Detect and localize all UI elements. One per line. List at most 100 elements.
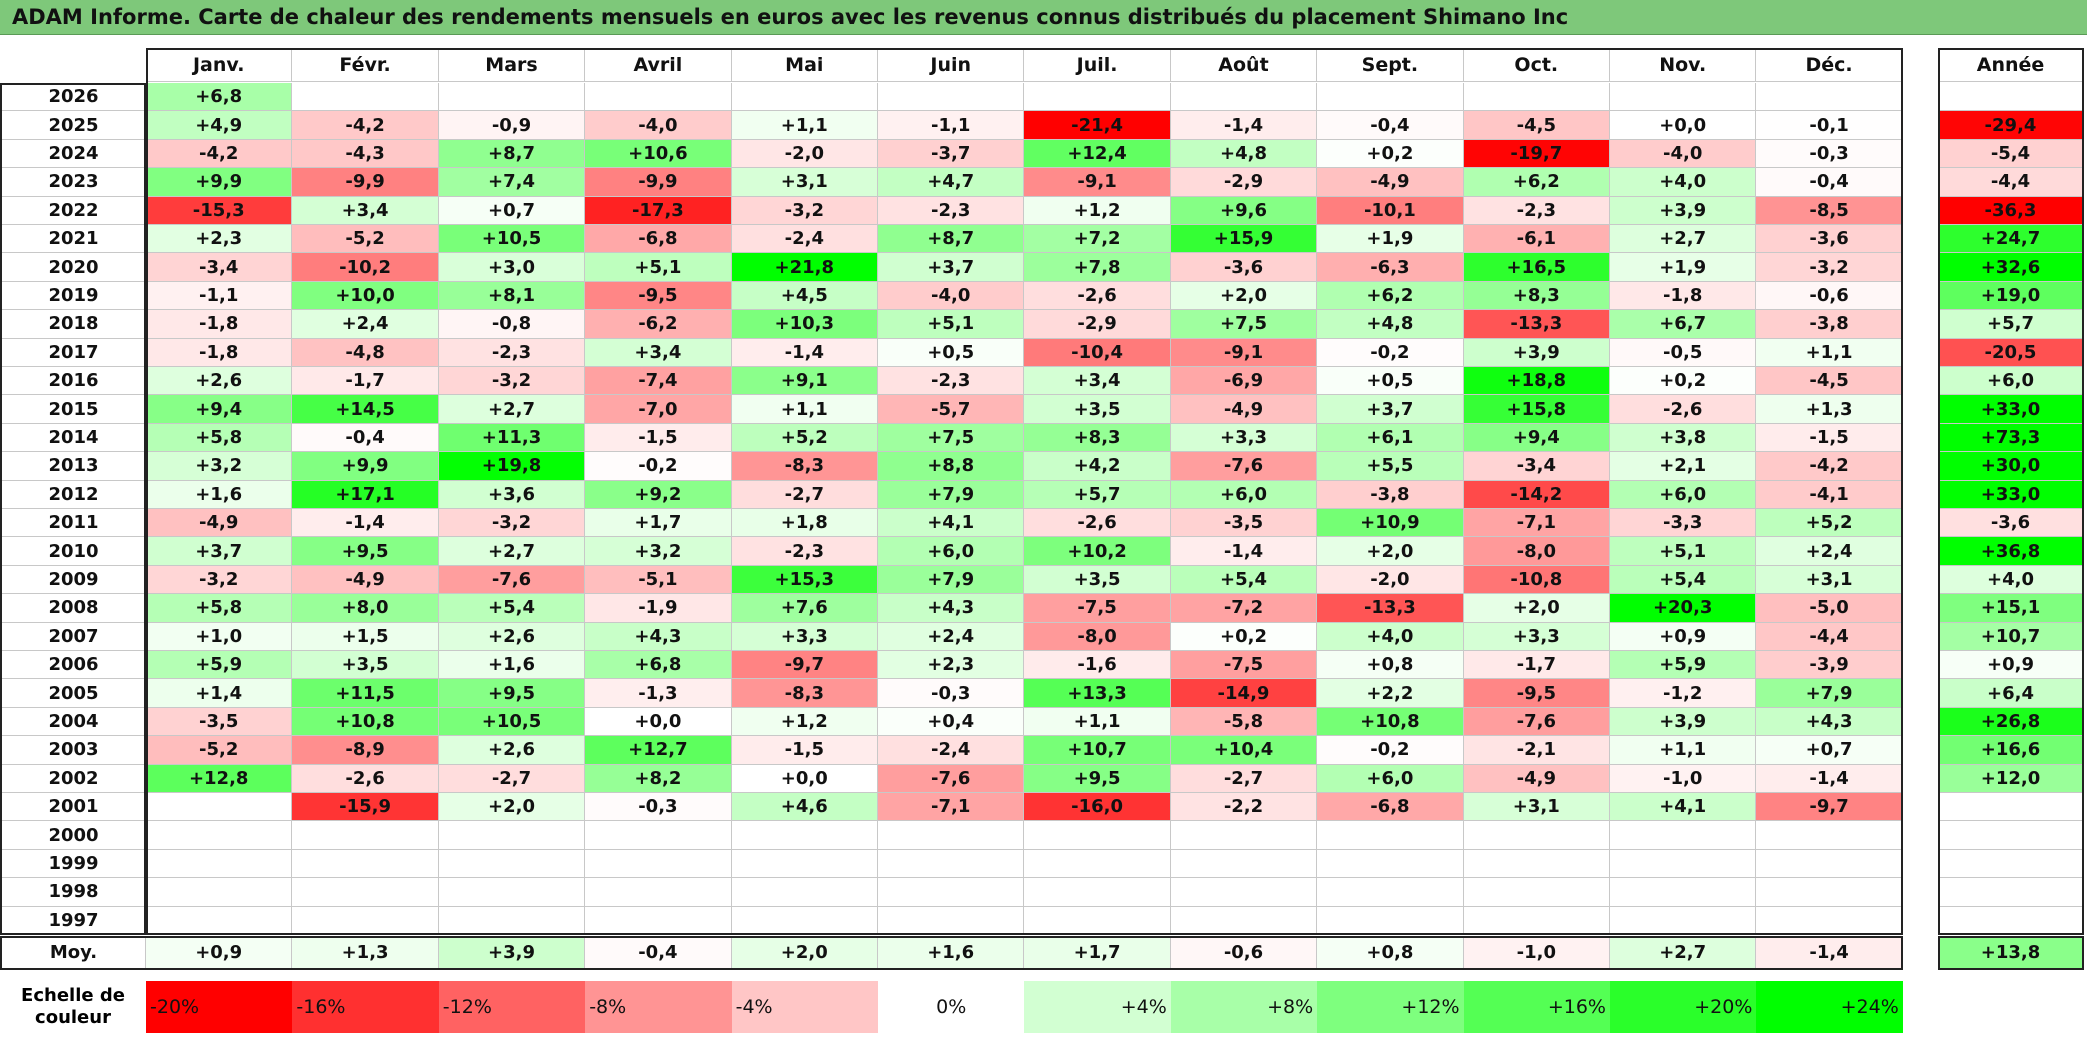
average-cell: +1,7 (1024, 937, 1171, 969)
heatmap-cell: -6,1 (1463, 225, 1610, 254)
annual-cell: +30,0 (1938, 452, 2084, 481)
heatmap-cell: -15,3 (146, 196, 293, 225)
year-label: 2005 (2, 679, 146, 708)
color-scale-stop: -4% (731, 981, 878, 1033)
year-label: 2012 (2, 480, 146, 509)
heatmap-cell (1463, 83, 1610, 112)
heatmap-cell: +1,7 (585, 509, 732, 538)
average-cell: +0,8 (1317, 937, 1464, 969)
month-header: Juin (878, 48, 1025, 82)
heatmap-cell: -9,7 (1756, 793, 1903, 822)
heatmap-cell: +10,8 (292, 707, 439, 737)
year-label: 2016 (2, 367, 146, 396)
heatmap-cell: -6,8 (1317, 793, 1464, 822)
year-label: 2014 (2, 423, 146, 453)
heatmap-cell (1610, 878, 1757, 907)
heatmap-cell: +2,0 (1317, 537, 1464, 566)
heatmap-cell (878, 83, 1025, 112)
heatmap-cell: -4,2 (1756, 452, 1903, 481)
heatmap-cell: -7,6 (1170, 452, 1318, 481)
year-label: 2013 (2, 452, 146, 481)
heatmap-cell: +1,4 (146, 679, 293, 708)
heatmap-cell: -7,2 (1170, 594, 1318, 623)
heatmap-cell: +3,0 (438, 253, 586, 282)
heatmap-cell (1317, 849, 1464, 879)
heatmap-cell (585, 906, 732, 935)
heatmap-cell (1463, 906, 1610, 935)
heatmap-cell: +15,8 (1463, 395, 1610, 424)
heatmap-cell: -2,3 (731, 537, 878, 566)
year-label: 2007 (2, 622, 146, 651)
heatmap-cell: -4,2 (292, 111, 439, 140)
heatmap-cell (731, 83, 878, 112)
heatmap-cell: +1,3 (1756, 395, 1903, 424)
heatmap-cell: +0,5 (1317, 367, 1464, 396)
heatmap-cell: +3,5 (1024, 565, 1171, 595)
heatmap-cell (1024, 878, 1171, 907)
annual-cell (1938, 83, 2084, 112)
average-cell: -0,6 (1170, 937, 1318, 969)
heatmap-cell: +0,7 (438, 196, 586, 225)
heatmap-cell: +0,8 (1317, 651, 1464, 680)
year-label: 1997 (2, 906, 146, 935)
heatmap-cell: +2,0 (1170, 281, 1318, 311)
heatmap-cell: -6,3 (1317, 253, 1464, 282)
annual-cell (1938, 906, 2084, 935)
heatmap-cell (438, 878, 586, 907)
heatmap-cell: +1,2 (1024, 196, 1171, 225)
heatmap-cell: +5,5 (1317, 452, 1464, 481)
heatmap-cell: +4,0 (1610, 168, 1757, 197)
heatmap-cell: -0,3 (878, 679, 1025, 708)
annual-cell: +73,3 (1938, 423, 2084, 453)
heatmap-cell: +1,6 (438, 651, 586, 680)
heatmap-cell (1756, 849, 1903, 879)
heatmap-cell: -2,6 (1024, 509, 1171, 538)
year-label: 2003 (2, 736, 146, 765)
heatmap-cell: -10,1 (1317, 196, 1464, 225)
heatmap-cell (1610, 83, 1757, 112)
heatmap-cell: +1,1 (731, 395, 878, 424)
heatmap-cell: +7,9 (878, 565, 1025, 595)
heatmap-cell: +5,8 (146, 594, 293, 623)
heatmap-cell (1463, 849, 1610, 879)
heatmap-cell: +3,3 (1170, 423, 1318, 453)
color-scale-stop: +24% (1756, 981, 1903, 1033)
heatmap-cell: +3,2 (585, 537, 732, 566)
heatmap-cell: +2,6 (438, 622, 586, 651)
month-header: Mars (438, 48, 586, 82)
heatmap-cell: +6,8 (146, 83, 293, 112)
heatmap-cell: +10,4 (1170, 736, 1318, 765)
heatmap-cell: -9,7 (731, 651, 878, 680)
color-scale-stop: +12% (1317, 981, 1464, 1033)
heatmap-cell: -19,7 (1463, 139, 1610, 169)
heatmap-cell: +6,0 (1317, 764, 1464, 793)
heatmap-cell: -10,8 (1463, 565, 1610, 595)
heatmap-cell: +2,1 (1610, 452, 1757, 481)
heatmap-cell: +10,6 (585, 139, 732, 169)
heatmap-cell: -8,0 (1463, 537, 1610, 566)
heatmap-cell: +3,9 (1463, 338, 1610, 367)
color-scale-stop: -12% (438, 981, 586, 1033)
heatmap-cell: -2,3 (878, 196, 1025, 225)
average-cell: -1,0 (1463, 937, 1610, 969)
heatmap-cell: -4,5 (1463, 111, 1610, 140)
heatmap-cell: +12,4 (1024, 139, 1171, 169)
heatmap-cell: +8,7 (878, 225, 1025, 254)
heatmap-cell: +1,8 (731, 509, 878, 538)
heatmap-cell: -6,8 (585, 225, 732, 254)
heatmap-cell: +2,0 (1463, 594, 1610, 623)
heatmap-cell: -1,9 (585, 594, 732, 623)
heatmap-cell: +9,4 (1463, 423, 1610, 453)
annual-cell: +33,0 (1938, 395, 2084, 424)
heatmap-cell: +6,0 (878, 537, 1025, 566)
heatmap-cell: +6,2 (1463, 168, 1610, 197)
heatmap-cell: +0,5 (878, 338, 1025, 367)
heatmap-cell: +1,9 (1610, 253, 1757, 282)
heatmap-cell: +4,3 (1756, 707, 1903, 737)
heatmap-cell: +3,5 (292, 651, 439, 680)
heatmap-cell: -3,2 (731, 196, 878, 225)
annual-cell: +33,0 (1938, 480, 2084, 509)
year-label: 2020 (2, 253, 146, 282)
heatmap-cell: +8,3 (1024, 423, 1171, 453)
heatmap-cell: -4,5 (1756, 367, 1903, 396)
